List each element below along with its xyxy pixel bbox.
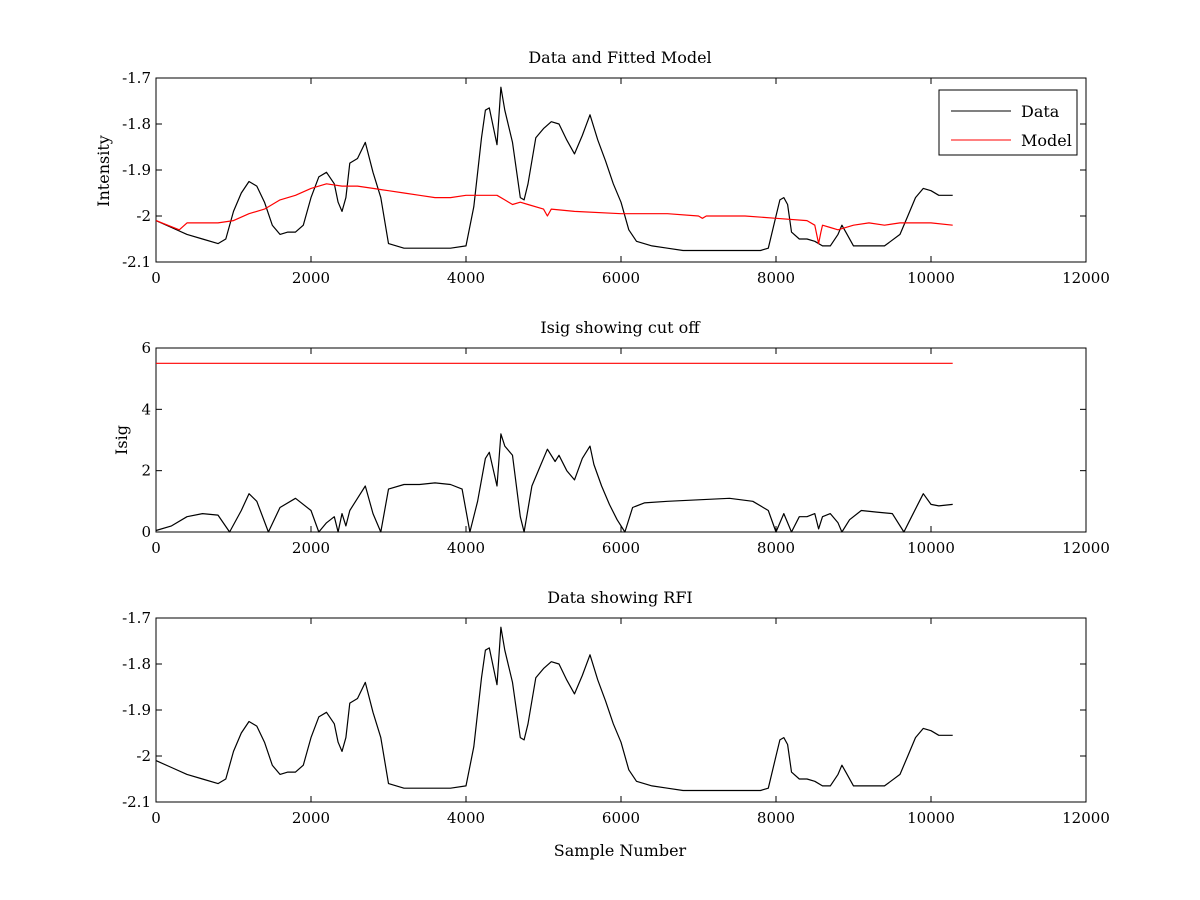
x-tick-label: 6000 (602, 269, 640, 287)
x-tick-label: 8000 (757, 539, 795, 557)
subplot-1-ylabel: Intensity (94, 135, 113, 207)
subplot-2-ylabel: Isig (112, 425, 131, 455)
subplot-3-plot-area: 0 2000 4000 6000 8000 10000 12000 -1.7 -1.8 -1.9 -… (122, 609, 1110, 827)
y-tick-label: -1.8 (122, 655, 151, 673)
y-tick-label: -1.7 (122, 69, 151, 87)
x-tick-label: 0 (151, 809, 161, 827)
y-tick-label: 0 (141, 523, 151, 541)
axes-box (155, 617, 1087, 803)
x-tick-label: 4000 (447, 809, 485, 827)
legend-label-model: Model (1021, 131, 1072, 150)
x-tick-label: 0 (151, 539, 161, 557)
y-tick-label: -2 (136, 747, 151, 765)
subplot-2-plot-area: 0 2000 4000 6000 8000 10000 12000 0 2 4 6 (141, 339, 1109, 557)
y-tick-label: -1.9 (122, 161, 151, 179)
axes-box (155, 347, 1087, 533)
y-tick-label: -1.8 (122, 115, 151, 133)
series-line-series-1 (155, 433, 953, 533)
x-tick-label: 10000 (907, 269, 955, 287)
y-tick-label: -2 (136, 207, 151, 225)
subplot-data-and-fitted-model: Data and Fitted Model Intensity 0 2000 400… (94, 48, 1110, 287)
x-tick-label: 8000 (757, 269, 795, 287)
legend-label-data: Data (1021, 102, 1060, 121)
x-tick-label: 12000 (1062, 809, 1110, 827)
x-tick-label: 2000 (292, 269, 330, 287)
subplot-data-showing-rfi: Data showing RFI Sample Number 0 2000 4000… (122, 588, 1110, 860)
subplot-1-title: Data and Fitted Model (528, 48, 711, 67)
y-tick-label: 6 (141, 339, 151, 357)
series-line-series-1 (155, 626, 953, 792)
x-tick-label: 6000 (602, 539, 640, 557)
x-tick-label: 4000 (447, 539, 485, 557)
legend-box (938, 89, 1078, 156)
x-tick-label: 8000 (757, 809, 795, 827)
x-tick-label: 0 (151, 269, 161, 287)
subplot-1-legend: Data Model (938, 89, 1078, 156)
x-tick-label: 10000 (907, 539, 955, 557)
series-line-data (155, 86, 953, 252)
x-tick-label: 6000 (602, 809, 640, 827)
y-tick-label: -2.1 (122, 253, 151, 271)
y-tick-label: -1.9 (122, 701, 151, 719)
series-line-model (155, 183, 953, 245)
y-tick-label: -1.7 (122, 609, 151, 627)
x-tick-label: 2000 (292, 539, 330, 557)
y-tick-label: 2 (141, 462, 151, 480)
subplot-1-plot-area: 0 2000 4000 6000 8000 10000 12000 -1.7 -1.8 -1.9 -… (122, 69, 1110, 287)
x-tick-label: 2000 (292, 809, 330, 827)
subplot-3-xlabel: Sample Number (554, 841, 687, 860)
subplot-3-title: Data showing RFI (547, 588, 692, 607)
x-tick-label: 12000 (1062, 269, 1110, 287)
axes-box (155, 77, 1087, 263)
x-tick-label: 4000 (447, 269, 485, 287)
x-tick-label: 12000 (1062, 539, 1110, 557)
x-tick-label: 10000 (907, 809, 955, 827)
subplot-isig-showing-cut-off: Isig showing cut off Isig 0 2000 4000 6000 8… (112, 318, 1110, 557)
subplot-2-title: Isig showing cut off (540, 318, 701, 337)
y-tick-label: -2.1 (122, 793, 151, 811)
y-tick-label: 4 (141, 400, 151, 418)
